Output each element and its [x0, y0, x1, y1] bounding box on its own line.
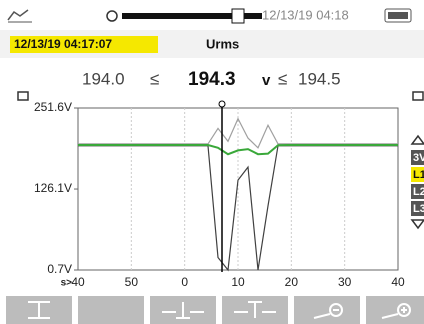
readout-max: 194.5	[298, 69, 341, 88]
readout-unit: v	[262, 72, 271, 89]
battery-level	[388, 12, 408, 19]
x-tick-label: 30	[338, 275, 352, 289]
side-tab-label: L1	[413, 169, 424, 181]
zoom-out-icon	[313, 309, 339, 319]
readout-value: 194.3	[188, 69, 236, 90]
side-tab-label: L2	[413, 186, 424, 198]
scroll-up[interactable]	[410, 134, 424, 145]
trace-2	[78, 144, 398, 156]
button-icon	[162, 302, 204, 319]
timestamp: 12/13/19 04:17:07	[14, 37, 112, 51]
trace-0	[78, 117, 398, 149]
x-tick-label: 10	[231, 275, 245, 289]
cursor-handle	[218, 100, 226, 108]
scroll-down[interactable]	[410, 219, 424, 230]
x-unit: s>	[61, 278, 73, 289]
scale-icon	[412, 91, 424, 101]
readout-le: ≤	[150, 69, 159, 88]
button-icon	[28, 301, 50, 319]
x-tick-label: 40	[391, 275, 405, 289]
measure-title: Urms	[206, 36, 239, 51]
side-tab	[411, 201, 424, 216]
zoom-in-icon	[381, 307, 407, 319]
readout-le: ≤	[278, 69, 287, 88]
mode-icon	[7, 9, 29, 21]
readout-min: 194.0	[82, 69, 125, 88]
scale-icon	[17, 91, 29, 101]
side-tab	[411, 167, 424, 182]
zoom-in-icon	[397, 303, 411, 317]
zoom-out-icon	[329, 303, 343, 317]
x-tick-label: 40	[71, 275, 85, 289]
x-tick-label: 20	[285, 275, 299, 289]
progress-thumb	[231, 8, 245, 24]
function-button[interactable]	[78, 296, 144, 324]
x-tick-label: 50	[125, 275, 139, 289]
timestamp-box	[10, 36, 158, 53]
status-datetime: 12/13/19 04:18	[262, 7, 349, 22]
function-button[interactable]	[294, 296, 360, 324]
x-tick-label: 0	[181, 275, 188, 289]
y-tick-label: 126.1V	[34, 181, 72, 195]
side-tab-label: L3	[413, 203, 424, 215]
y-tick-label: 0.7V	[47, 262, 72, 276]
side-tab-label: 3V	[413, 152, 424, 164]
side-tab	[411, 150, 424, 165]
record-icon	[106, 10, 118, 22]
progress-bar	[122, 13, 262, 19]
side-tab	[411, 184, 424, 199]
function-button[interactable]	[366, 296, 424, 324]
y-tick-label: 251.6V	[34, 100, 72, 114]
button-icon	[234, 301, 276, 318]
